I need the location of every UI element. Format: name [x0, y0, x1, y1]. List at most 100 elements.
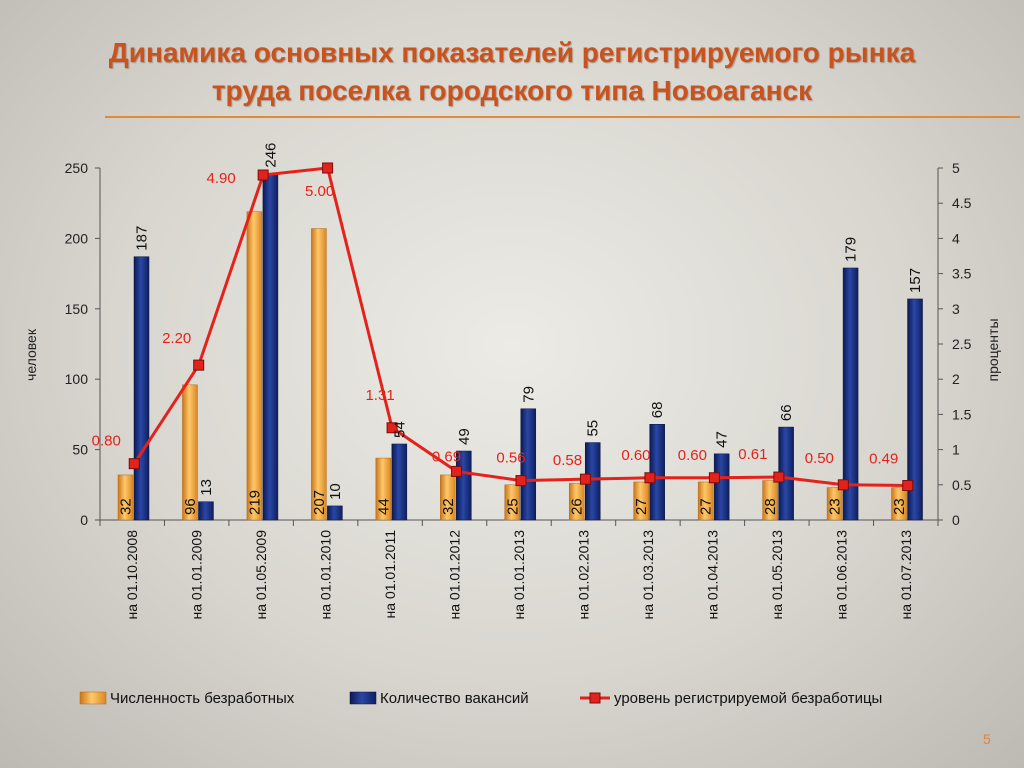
line-value-label: 0.61: [738, 446, 767, 463]
line-value-label: 0.69: [432, 448, 461, 465]
title-underline: [105, 116, 1020, 118]
y2-tick-label: 2: [952, 371, 960, 387]
x-category-label: на 01.05.2013: [769, 530, 785, 620]
chart-bars: [117, 173, 923, 521]
bar-unemployed: [117, 474, 134, 521]
bar-unemployed-label: 32: [440, 498, 457, 515]
bar-unemployed: [633, 481, 649, 521]
line-value-label: 2.20: [162, 330, 191, 347]
bar-unemployed: [697, 481, 714, 521]
bar-unemployed: [762, 480, 778, 521]
bar-unemployed: [826, 487, 843, 521]
y-tick-label: 150: [65, 301, 89, 317]
y-tick-label: 200: [65, 230, 89, 246]
y2-tick-label: 4.5: [952, 195, 972, 211]
line-marker: [708, 472, 720, 484]
bar-unemployed-label: 44: [375, 498, 392, 515]
bar-vacancies-label: 13: [198, 479, 215, 496]
bar-vacancies-label: 10: [327, 483, 344, 500]
line-marker: [902, 480, 914, 492]
bar-unemployed-label: 219: [246, 490, 263, 515]
legend-swatch-vacancies: [349, 691, 377, 705]
bar-vacancies-label: 179: [843, 237, 860, 262]
bar-vacancies: [520, 408, 537, 521]
line-value-label: 0.50: [805, 450, 834, 467]
bar-unemployed: [891, 487, 907, 521]
line-marker: [257, 169, 269, 181]
x-category-label: на 01.06.2013: [833, 530, 849, 620]
bar-unemployed: [568, 483, 585, 521]
bar-vacancies-label: 47: [714, 431, 731, 448]
chart-labels: 32 187 96 13 219 246 207 10 44 54 32 49 25 79 26 55 27 68…: [92, 143, 924, 515]
y2-tick-label: 4: [952, 230, 960, 246]
line-marker: [579, 473, 591, 485]
bar-vacancies: [133, 256, 150, 521]
x-category-label: на 01.07.2013: [898, 530, 914, 620]
y2-tick-label: 5: [952, 160, 960, 176]
bar-unemployed: [311, 228, 327, 521]
bar-vacancies: [198, 501, 214, 521]
y2-tick-label: 0.5: [952, 477, 972, 493]
line-marker: [322, 162, 334, 174]
bar-vacancies-label: 187: [134, 226, 151, 251]
bar-vacancies: [842, 267, 859, 521]
x-category-label: на 01.01.2011: [382, 530, 398, 619]
y2-tick-label: 3: [952, 301, 960, 317]
bar-unemployed: [440, 474, 456, 521]
bar-vacancies-label: 49: [456, 428, 473, 445]
x-category-label: на 01.01.2009: [189, 530, 205, 620]
legend-label-vacancies: Количество вакансий: [380, 690, 529, 707]
legend-marker-rate: [589, 692, 601, 704]
line-value-label: 0.49: [869, 451, 898, 468]
bar-vacancies: [327, 505, 343, 521]
line-marker: [128, 458, 140, 470]
bar-unemployed-label: 27: [633, 498, 650, 515]
slide-title: Динамика основных показателей регистриру…: [40, 34, 984, 110]
bar-unemployed-label: 25: [504, 498, 521, 515]
y-axis-title: человек: [23, 328, 39, 381]
line-value-label: 1.31: [365, 387, 394, 404]
x-category-label: на 01.01.2013: [511, 530, 527, 620]
y-tick-label: 250: [65, 160, 89, 176]
bar-vacancies: [391, 443, 408, 521]
y2-tick-label: 3.5: [952, 266, 972, 282]
title-line-1: Динамика основных показателей регистриру…: [108, 37, 916, 68]
bar-unemployed: [246, 211, 263, 521]
bar-vacancies: [262, 173, 279, 521]
line-value-label: 5.00: [305, 183, 334, 200]
bar-unemployed-label: 27: [698, 498, 715, 515]
bar-vacancies-label: 157: [907, 268, 924, 293]
line-value-label: 4.90: [207, 170, 236, 187]
x-category-label: на 01.05.2009: [253, 530, 269, 620]
bar-unemployed-label: 96: [182, 498, 199, 515]
line-marker: [515, 475, 527, 487]
y2-tick-label: 0: [952, 512, 960, 528]
line-marker: [193, 359, 205, 371]
page-number: 5: [983, 731, 991, 747]
title-line-2: труда поселка городского типа Новоаганск: [211, 75, 813, 106]
bar-vacancies-label: 246: [262, 143, 279, 168]
bar-unemployed: [504, 484, 521, 521]
line-marker: [773, 471, 785, 483]
y-tick-label: 100: [65, 371, 89, 387]
bar-vacancies: [907, 298, 923, 521]
bar-vacancies-label: 55: [585, 420, 602, 437]
line-marker: [837, 479, 849, 491]
y2-tick-label: 1: [952, 442, 960, 458]
x-category-label: на 01.01.2010: [318, 530, 334, 620]
line-value-label: 0.58: [553, 452, 582, 469]
x-category-label: на 01.03.2013: [640, 530, 656, 620]
line-value-label: 0.60: [621, 447, 650, 464]
bar-unemployed-label: 207: [311, 490, 328, 515]
bar-unemployed: [375, 457, 392, 521]
bar-vacancies-label: 79: [520, 386, 537, 403]
y-tick-label: 0: [80, 512, 88, 528]
bar-vacancies-label: 68: [649, 402, 666, 419]
y2-tick-label: 1.5: [952, 406, 972, 422]
y-tick-label: 50: [72, 442, 88, 458]
y2-axis-title: проценты: [985, 318, 1001, 381]
line-value-label: 0.60: [678, 447, 707, 464]
x-category-label: на 01.10.2008: [124, 530, 140, 620]
bar-unemployed-label: 28: [762, 498, 779, 515]
bar-unemployed-label: 23: [827, 498, 844, 515]
